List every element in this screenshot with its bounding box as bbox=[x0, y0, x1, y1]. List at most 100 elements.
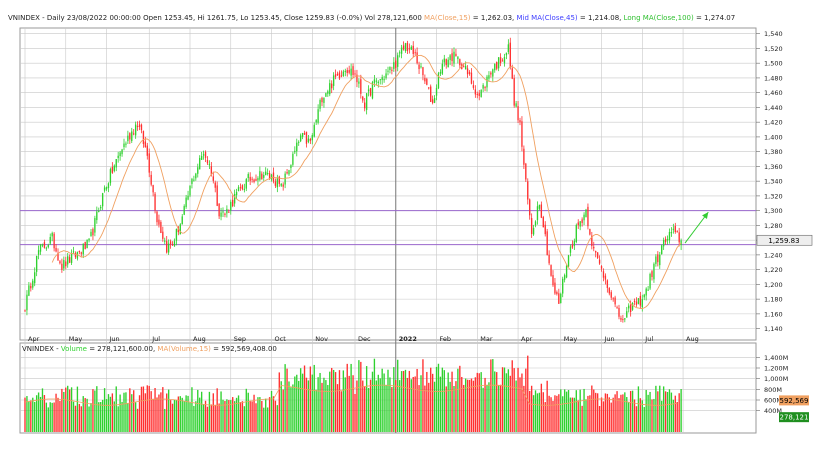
volume-bar bbox=[414, 376, 416, 432]
volume-bar bbox=[418, 385, 420, 432]
candle-body bbox=[484, 87, 486, 89]
candle-body bbox=[629, 304, 632, 312]
month-label: May bbox=[69, 335, 83, 343]
candle-body bbox=[49, 237, 51, 244]
volume-bar bbox=[519, 377, 521, 432]
candle-body bbox=[482, 84, 484, 89]
price-panel[interactable] bbox=[19, 27, 757, 341]
horizontal-lines bbox=[20, 210, 756, 246]
volume-bar bbox=[488, 382, 490, 432]
volume-bar bbox=[179, 396, 181, 432]
volume-ma-marker-label: 592,569 bbox=[780, 397, 809, 405]
volume-bar bbox=[265, 398, 267, 432]
volume-bar bbox=[397, 359, 399, 432]
volume-bar bbox=[358, 360, 360, 432]
candle-body bbox=[245, 179, 247, 189]
candle-body bbox=[552, 275, 554, 286]
price-tick-label: 1,400 bbox=[764, 133, 783, 141]
candle-body bbox=[614, 297, 616, 305]
volume-bar bbox=[678, 393, 680, 432]
volume-bar bbox=[628, 402, 630, 432]
candle-body bbox=[230, 201, 232, 211]
volume-bar bbox=[430, 367, 432, 432]
volume-bar bbox=[643, 407, 645, 432]
volume-bar bbox=[583, 388, 585, 432]
price-tick-label: 1,180 bbox=[764, 296, 783, 304]
volume-bar bbox=[152, 398, 154, 432]
candle-body bbox=[350, 68, 352, 76]
volume-bar bbox=[41, 388, 44, 432]
volume-bar bbox=[437, 363, 440, 432]
volume-bar bbox=[602, 401, 605, 432]
candle-body bbox=[362, 96, 364, 101]
volume-bar bbox=[472, 380, 475, 432]
volume-bar bbox=[513, 368, 515, 432]
candle-body bbox=[486, 76, 488, 88]
volume-bar bbox=[538, 392, 541, 432]
volume-bar bbox=[232, 397, 234, 432]
volume-bar bbox=[521, 373, 523, 432]
volume-header: VNINDEX - Volume = 278,121,600.00, MA(Vo… bbox=[22, 345, 277, 353]
volume-bar bbox=[245, 388, 247, 432]
candle-body bbox=[389, 67, 391, 70]
candle-body bbox=[538, 204, 541, 209]
volume-bar bbox=[416, 368, 418, 432]
volume-bar bbox=[303, 365, 306, 432]
volume-bar bbox=[439, 376, 442, 432]
volume-bar bbox=[346, 363, 348, 432]
candle-body bbox=[554, 282, 556, 294]
volume-ma-value: 592,569,408.00 bbox=[221, 345, 277, 353]
volume-bar bbox=[74, 405, 77, 432]
candle-body bbox=[45, 247, 48, 249]
candle-body bbox=[499, 57, 502, 64]
volume-ma-marker bbox=[779, 395, 809, 406]
price-tick-label: 1,520 bbox=[764, 45, 783, 53]
candle-body bbox=[127, 135, 129, 142]
candle-body bbox=[32, 280, 34, 288]
candle-body bbox=[513, 78, 515, 106]
candle-body bbox=[534, 221, 537, 226]
volume-bar bbox=[344, 377, 346, 432]
volume-bar bbox=[558, 394, 560, 432]
volume-bar bbox=[433, 381, 436, 432]
volume-bar bbox=[350, 363, 352, 432]
volume-bar bbox=[585, 399, 587, 432]
volume-bar bbox=[51, 402, 53, 432]
volume-bar bbox=[563, 389, 566, 432]
volume-bar bbox=[641, 400, 643, 432]
month-label: Jun bbox=[604, 335, 615, 343]
volume-bar bbox=[193, 405, 195, 432]
candle-body bbox=[74, 253, 77, 258]
candle-body bbox=[24, 310, 26, 312]
volume-bar bbox=[63, 391, 65, 432]
candle-body bbox=[270, 174, 273, 180]
candle-body bbox=[313, 124, 315, 137]
candle-body bbox=[437, 73, 440, 89]
volume-bar bbox=[461, 376, 463, 432]
candle-body bbox=[470, 72, 473, 84]
candle-body bbox=[604, 275, 607, 280]
volume-bar bbox=[59, 400, 61, 432]
volume-bar bbox=[119, 394, 121, 432]
volume-bar bbox=[305, 377, 308, 432]
volume-bar bbox=[167, 389, 170, 432]
candle-body bbox=[575, 224, 577, 243]
candle-body bbox=[249, 176, 251, 181]
candle-body bbox=[111, 167, 114, 173]
volume-bar bbox=[369, 379, 372, 432]
candle-body bbox=[573, 241, 576, 246]
candle-body bbox=[233, 194, 236, 204]
ma-long-value: 1,274.07 bbox=[704, 14, 735, 22]
candle-body bbox=[670, 232, 673, 234]
candle-body bbox=[136, 126, 139, 128]
volume-bar bbox=[381, 368, 383, 432]
volume-bar bbox=[268, 397, 271, 432]
volume-bar bbox=[577, 400, 579, 432]
volume-bar bbox=[142, 386, 145, 432]
volume-bar bbox=[389, 377, 391, 432]
candle-body bbox=[649, 273, 651, 289]
volume-bar bbox=[620, 394, 622, 432]
candle-body bbox=[591, 235, 593, 246]
candle-body bbox=[175, 228, 178, 241]
